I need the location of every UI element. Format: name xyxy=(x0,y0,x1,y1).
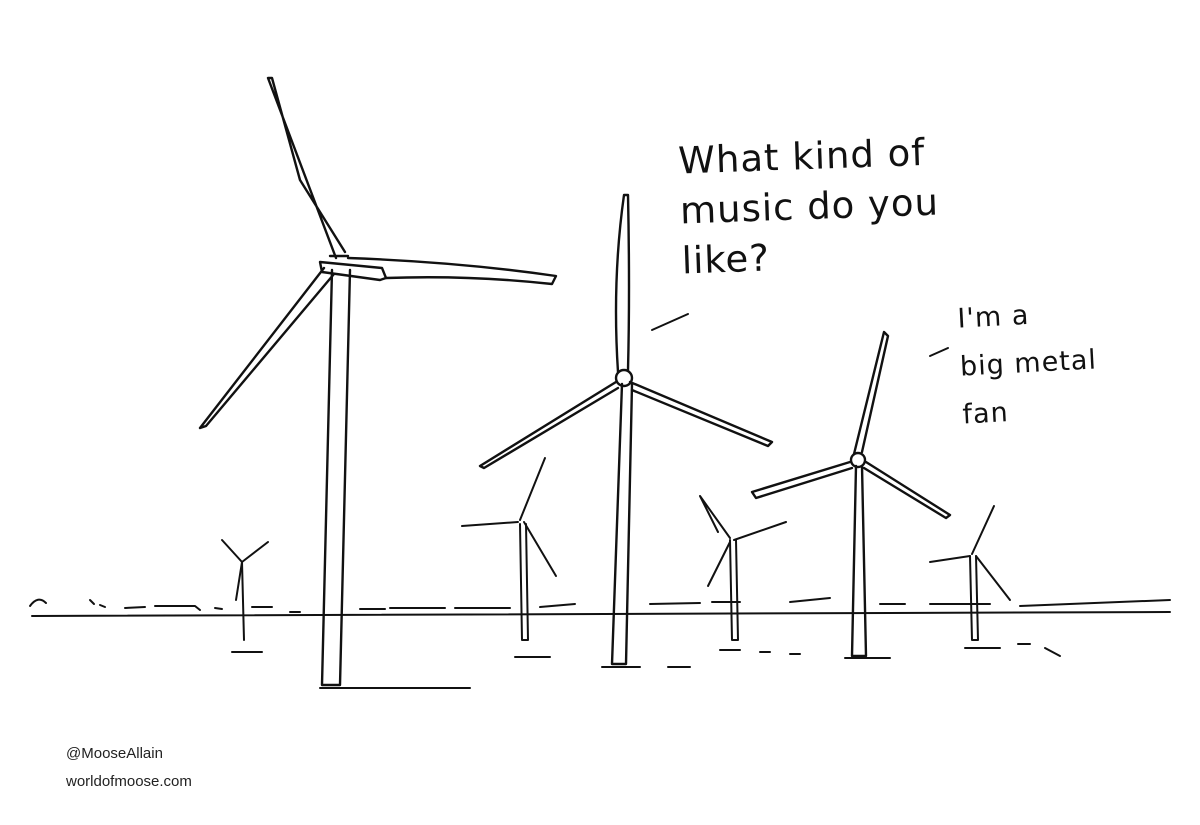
speech-question: What kind of music do you like? xyxy=(677,130,940,283)
middle-turbine xyxy=(478,193,774,666)
right-turbine xyxy=(750,330,952,658)
background-turbine-1 xyxy=(221,539,269,641)
author-handle: @MooseAllain xyxy=(66,745,163,762)
speech-answer: I'm a big metal fan xyxy=(956,299,1098,431)
background-turbine-2 xyxy=(461,457,557,641)
speech-tick-answer xyxy=(929,347,949,357)
horizon-line xyxy=(29,597,1171,689)
large-turbine xyxy=(198,76,558,687)
speech-tick-question xyxy=(651,313,689,331)
author-website: worldofmoose.com xyxy=(66,773,192,790)
background-turbine-4 xyxy=(929,505,1011,641)
background-turbine-3 xyxy=(699,495,787,641)
